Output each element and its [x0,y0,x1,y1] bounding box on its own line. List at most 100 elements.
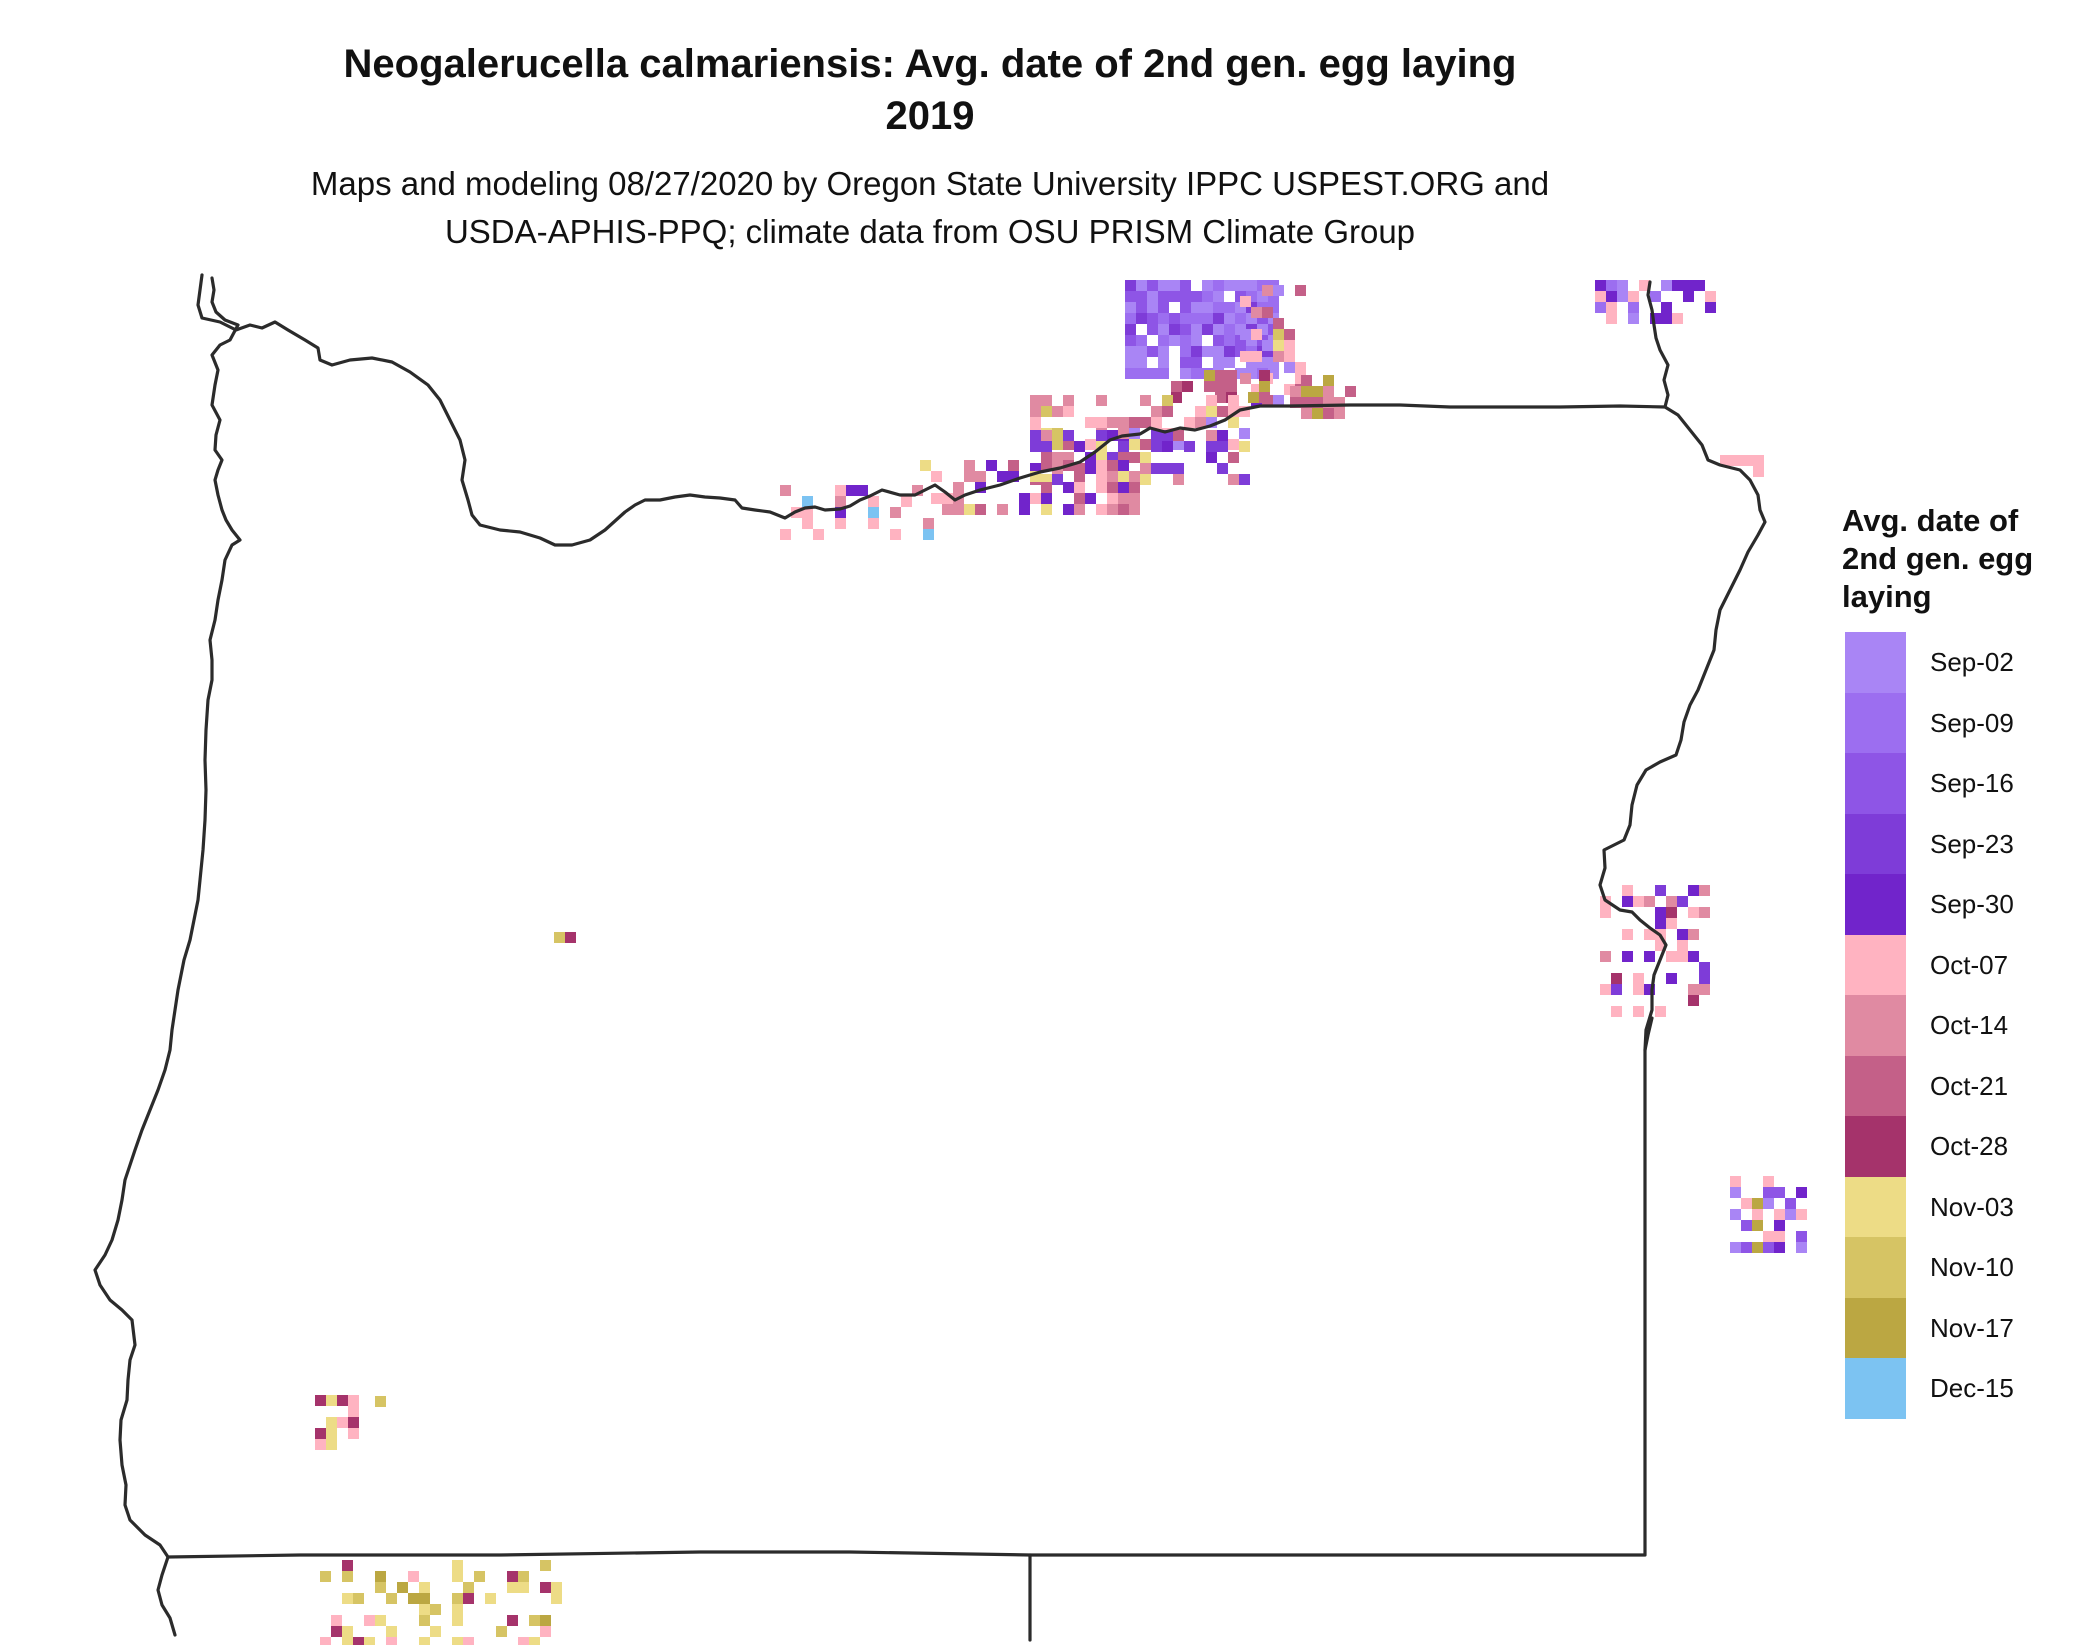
prediction-cell [1622,885,1633,896]
prediction-cell [315,1428,326,1439]
prediction-cell [540,1615,551,1626]
prediction-cell [1195,417,1206,428]
prediction-cell [1345,386,1356,397]
prediction-cell [1030,441,1041,452]
prediction-cell [1295,373,1306,384]
prediction-cell [1191,368,1202,379]
prediction-cell [1633,1006,1644,1017]
prediction-cell [452,1571,463,1582]
prediction-cells [315,280,1807,1645]
prediction-cell [1063,452,1074,463]
prediction-cell [1224,357,1235,368]
prediction-cell [1206,441,1217,452]
prediction-cell [315,1439,326,1450]
prediction-cell [1052,452,1063,463]
prediction-cell [1202,324,1213,335]
prediction-cell [485,1593,496,1604]
prediction-cell [496,1626,507,1637]
prediction-cell [1730,1209,1741,1220]
prediction-cell [1180,346,1191,357]
prediction-cell [1650,291,1661,302]
legend-swatch [1845,995,1906,1056]
prediction-cell [507,1582,518,1593]
prediction-cell [1239,428,1250,439]
prediction-cell [1107,493,1118,504]
prediction-cell [1180,335,1191,346]
prediction-cell [1246,368,1257,379]
prediction-cell [1246,357,1257,368]
prediction-cell [1655,885,1666,896]
prediction-cell [1074,493,1085,504]
prediction-cell [868,507,879,518]
prediction-cell [1284,384,1295,395]
prediction-cell [1213,280,1224,291]
prediction-cell [1096,430,1107,441]
prediction-cell [1290,386,1301,397]
prediction-cell [1228,439,1239,450]
prediction-cell [1085,452,1096,463]
prediction-cell [1655,918,1666,929]
prediction-cell [419,1615,430,1626]
prediction-cell [1074,463,1085,474]
prediction-cell [1162,441,1173,452]
prediction-cell [1753,455,1764,466]
prediction-cell [364,1637,375,1645]
prediction-cell [997,471,1008,482]
prediction-cell [1063,406,1074,417]
prediction-cell [1140,439,1151,450]
prediction-cell [1107,417,1118,428]
prediction-cell [1666,918,1677,929]
prediction-cell [348,1417,359,1428]
prediction-cell [1655,1006,1666,1017]
prediction-cell [1661,280,1672,291]
prediction-cell [802,518,813,529]
prediction-cell [1705,291,1716,302]
prediction-cell [1606,280,1617,291]
prediction-cell [408,1593,419,1604]
prediction-cell [1785,1209,1796,1220]
prediction-cell [565,932,576,943]
prediction-cell [326,1395,337,1406]
prediction-cell [342,1571,353,1582]
prediction-cell [463,1593,474,1604]
idaho-border [1643,1016,1654,1052]
legend-label: Dec-15 [1930,1373,2014,1403]
prediction-cell [1147,368,1158,379]
prediction-cell [1617,291,1628,302]
prediction-cell [1273,395,1284,406]
prediction-cell [1284,329,1295,340]
prediction-cell [1273,329,1284,340]
prediction-cell [1259,381,1270,392]
prediction-cell [551,1593,562,1604]
prediction-cell [901,496,912,507]
legend-title: Avg. date of 2nd gen. egg laying [1842,502,2033,616]
prediction-cell [1622,951,1633,962]
prediction-cell [1213,313,1224,324]
prediction-cell [1774,1209,1785,1220]
prediction-cell [1763,1198,1774,1209]
prediction-cell [1259,392,1270,403]
subtitle-line-1: Maps and modeling 08/27/2020 by Oregon S… [310,165,1550,202]
prediction-cell [868,518,879,529]
prediction-cell [1644,896,1655,907]
title-line-1: Neogalerucella calmariensis: Avg. date o… [343,42,1517,86]
prediction-cell [554,932,565,943]
prediction-cell [1666,951,1677,962]
prediction-cell [1125,291,1136,302]
prediction-cell [315,1395,326,1406]
prediction-cell [1041,493,1052,504]
prediction-cell [1323,408,1334,419]
prediction-cell [1628,302,1639,313]
prediction-cell [964,504,975,515]
prediction-cell [1655,940,1666,951]
prediction-cell [1140,395,1151,406]
prediction-cell [419,1582,430,1593]
prediction-cell [1262,340,1273,351]
prediction-cell [419,1604,430,1615]
prediction-cell [975,504,986,515]
prediction-cell [1118,482,1129,493]
prediction-cell [342,1593,353,1604]
prediction-cell [1741,1220,1752,1231]
prediction-cell [868,496,879,507]
washington-border [1646,280,1670,409]
